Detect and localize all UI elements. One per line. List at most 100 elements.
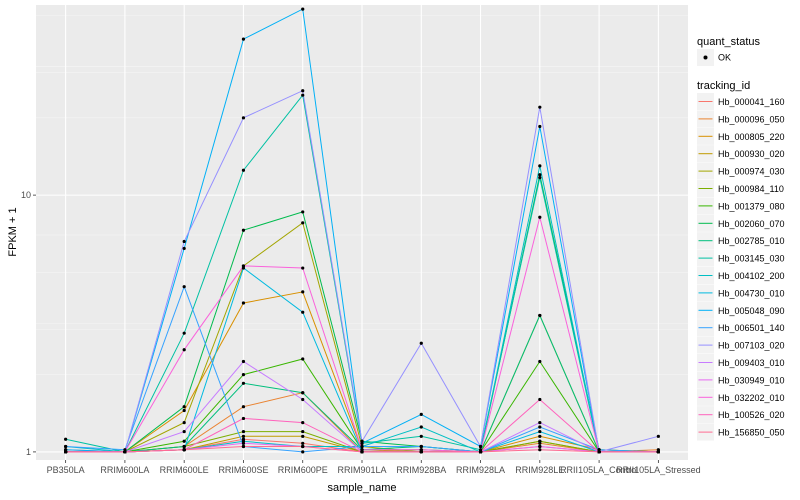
data-point	[301, 421, 305, 425]
legend-label: Hb_006501_140	[718, 323, 785, 333]
data-point	[182, 448, 186, 452]
data-point	[241, 168, 246, 172]
data-point	[182, 239, 186, 244]
data-point	[241, 359, 246, 364]
data-point	[182, 331, 186, 335]
data-point	[241, 228, 246, 232]
legend-label: Hb_002060_070	[718, 219, 785, 229]
data-point	[301, 266, 305, 270]
legend-series-items: Hb_000041_160 Hb_000096_050 Hb_000805_220 H…	[697, 93, 785, 441]
legend-label: Hb_032202_010	[718, 393, 785, 403]
legend-label: Hb_100526_020	[718, 410, 785, 420]
data-point	[64, 448, 68, 452]
legend-point-symbol	[703, 55, 708, 60]
y-tick-label: 10	[21, 190, 31, 200]
data-point	[538, 124, 542, 129]
data-point	[241, 37, 246, 41]
data-point	[301, 93, 305, 97]
x-tick-label: RRIM600LE	[160, 465, 209, 475]
data-point	[538, 313, 542, 318]
legend-label: Hb_002785_010	[718, 236, 785, 246]
data-point	[123, 450, 127, 454]
data-point	[182, 285, 186, 289]
data-point	[538, 173, 542, 177]
data-point	[419, 448, 423, 452]
data-point	[301, 444, 305, 449]
legend-quant-items: OK	[697, 49, 731, 66]
legend-label: Hb_000041_160	[718, 97, 785, 107]
data-point	[597, 450, 601, 454]
data-point	[301, 450, 305, 454]
legend-label: Hb_001379_080	[718, 201, 785, 211]
data-point	[241, 441, 246, 445]
data-point	[182, 246, 186, 251]
data-point	[538, 439, 542, 443]
legend-label: Hb_030949_010	[718, 375, 785, 385]
data-point	[241, 381, 246, 385]
data-point	[241, 405, 246, 409]
data-point	[360, 444, 364, 449]
legend-label: Hb_000974_030	[718, 167, 785, 177]
data-point	[538, 397, 542, 402]
data-point	[182, 405, 186, 409]
data-point	[301, 434, 305, 438]
data-point	[478, 448, 483, 452]
data-point	[64, 444, 68, 449]
data-point	[241, 301, 246, 305]
legend-label: Hb_003145_030	[718, 254, 785, 264]
data-point	[419, 425, 423, 429]
data-point	[241, 434, 246, 438]
data-point	[64, 450, 68, 454]
legend-label: Hb_000096_050	[718, 114, 785, 124]
legend-label: Hb_000805_220	[718, 132, 785, 142]
x-tick-label: RRIM928BA	[396, 465, 446, 475]
x-tick-label: RRII105LA_Control	[560, 465, 638, 475]
data-point	[241, 116, 246, 120]
x-tick-label: RRIM600PE	[278, 465, 328, 475]
data-point	[301, 290, 305, 294]
series-points	[64, 7, 660, 454]
data-point	[538, 448, 542, 452]
data-point	[360, 448, 364, 452]
data-point	[360, 439, 364, 443]
data-point	[538, 429, 542, 434]
legend-label: OK	[718, 53, 731, 63]
data-point	[241, 429, 246, 434]
data-point	[538, 164, 542, 168]
data-point	[182, 429, 186, 434]
data-point	[301, 7, 305, 11]
data-point	[301, 397, 305, 402]
data-point	[301, 391, 305, 395]
data-point	[301, 429, 305, 434]
x-tick-label: PB350LA	[47, 465, 85, 475]
data-point	[301, 221, 305, 225]
data-point	[182, 421, 186, 425]
data-point	[241, 444, 246, 449]
data-point	[538, 176, 542, 180]
x-axis: PB350LA RRIM600LA RRIM600LE RRIM600SE RRIM60…	[47, 460, 701, 475]
data-point	[241, 373, 246, 377]
data-point	[301, 441, 305, 445]
data-point	[538, 444, 542, 449]
legend-quant-title: quant_status	[697, 36, 760, 48]
legend-label: Hb_007103_020	[718, 341, 785, 351]
legend-label: Hb_000984_110	[718, 184, 784, 194]
legend-series-title: tracking_id	[697, 80, 750, 92]
data-point	[538, 359, 542, 364]
y-axis-title: FPKM + 1	[7, 207, 19, 256]
x-axis-title: sample_name	[327, 482, 396, 494]
x-tick-label: RRIM600SE	[218, 465, 268, 475]
data-point	[419, 444, 423, 449]
x-tick-label: RRII105LA_Stressed	[616, 465, 701, 475]
data-point	[360, 450, 364, 454]
data-point	[182, 348, 186, 352]
data-point	[656, 448, 660, 452]
data-point	[182, 439, 186, 443]
legend: quant_status OK tracking_id Hb_000041_16…	[697, 36, 785, 441]
data-point	[538, 215, 542, 219]
x-tick-label: RRIM928LE	[515, 465, 564, 475]
data-point	[64, 437, 68, 441]
x-tick-label: RRIM928LA	[456, 465, 505, 475]
data-point	[538, 105, 542, 109]
data-point	[241, 416, 246, 421]
